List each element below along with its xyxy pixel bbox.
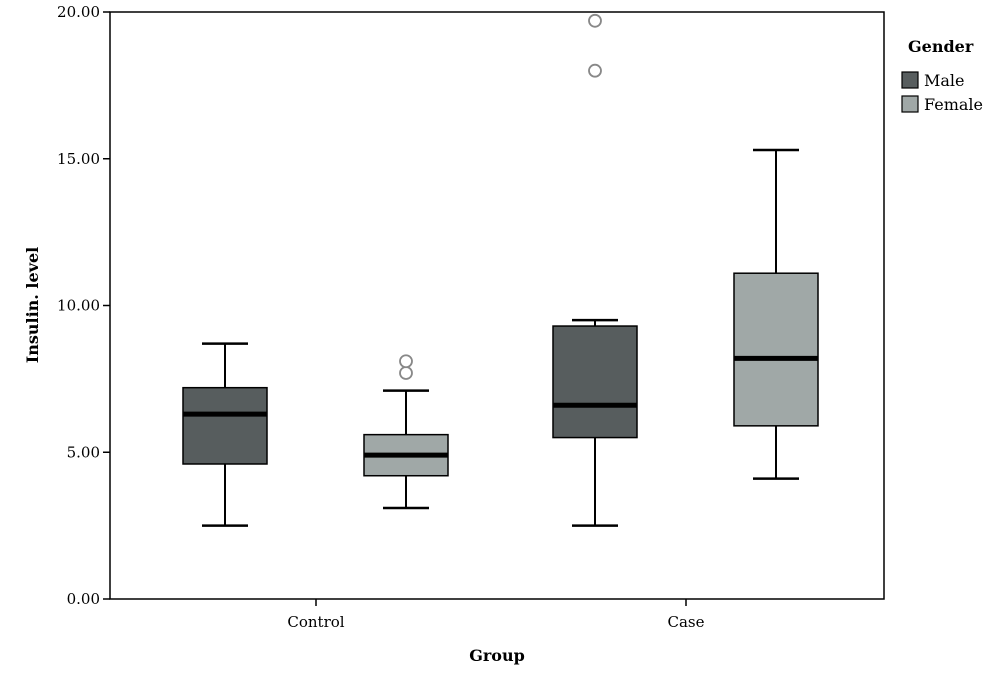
y-tick-label: 5.00	[67, 443, 100, 461]
x-tick-label: Case	[668, 613, 705, 631]
y-axis: 0.00 5.00 10.00 15.00 20.00	[57, 3, 110, 608]
legend-label-female: Female	[924, 95, 983, 114]
y-axis-title: Insulin. level	[23, 247, 42, 364]
x-axis-title: Group	[469, 646, 525, 665]
outlier-point	[399, 366, 413, 380]
box-plot-female-control	[363, 354, 449, 510]
box-iqr	[182, 386, 268, 465]
legend-label-male: Male	[924, 71, 965, 90]
box-plot-male-control	[182, 342, 268, 527]
box-plot-female-case	[733, 148, 819, 480]
outlier-point	[399, 354, 413, 369]
legend-swatch-female	[901, 95, 919, 113]
y-tick-label: 15.00	[57, 150, 100, 168]
outlier-point	[588, 13, 602, 28]
box-plot-male-case	[552, 13, 638, 527]
box-iqr	[552, 325, 638, 439]
y-tick-label: 20.00	[57, 3, 100, 21]
box-iqr	[733, 272, 819, 427]
x-tick-label: Control	[287, 613, 344, 631]
legend: Gender Male Female	[901, 37, 983, 114]
legend-title: Gender	[908, 37, 974, 56]
y-tick-label: 10.00	[57, 297, 100, 315]
outlier-point	[588, 63, 602, 78]
box-series	[182, 13, 819, 527]
legend-swatch-male	[901, 71, 919, 89]
y-tick-label: 0.00	[67, 590, 100, 608]
x-axis: Control Case	[287, 599, 705, 631]
